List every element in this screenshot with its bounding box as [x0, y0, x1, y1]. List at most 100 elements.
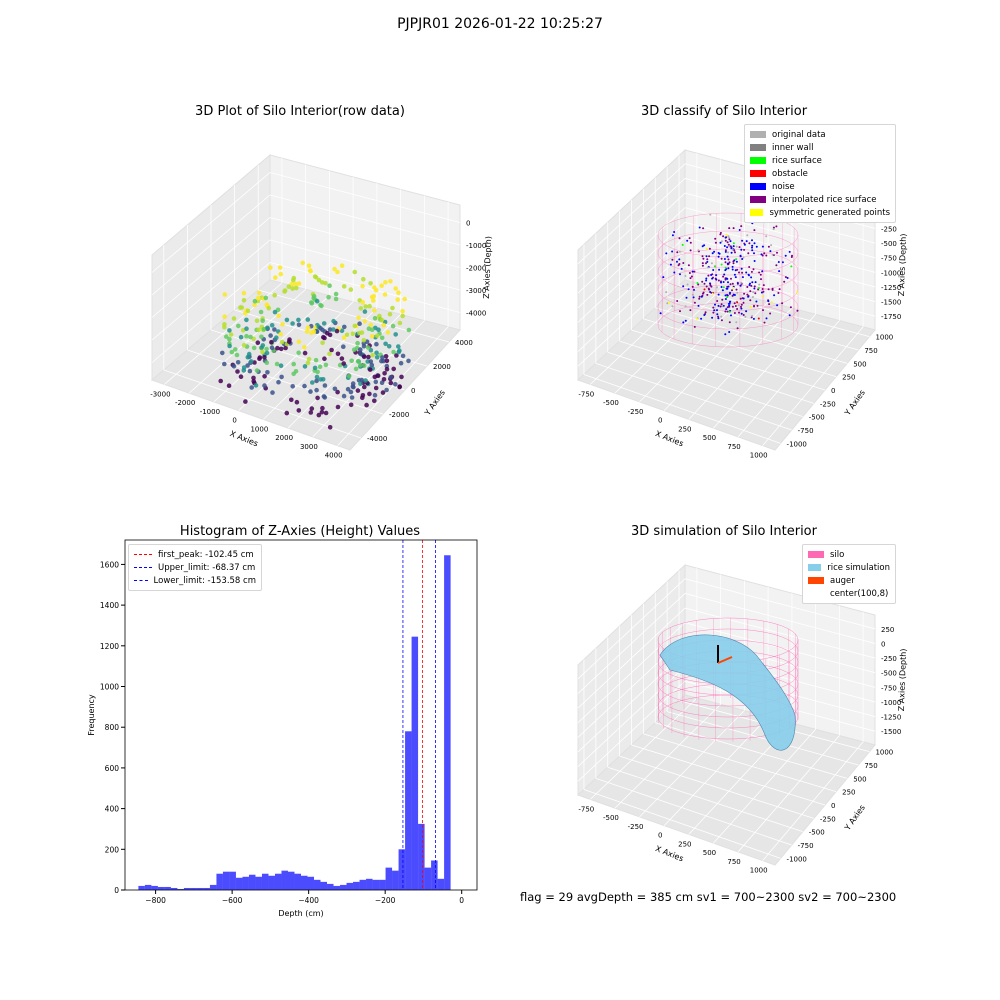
p2-point: [733, 259, 736, 262]
p1-point: [284, 317, 290, 323]
p2-point: [723, 245, 726, 247]
histogram-bar: [359, 879, 367, 890]
p2-point: [671, 258, 674, 261]
p2-point: [742, 314, 745, 316]
p1-point: [268, 333, 273, 338]
p2-point: [743, 243, 746, 246]
y-tick-label: 1400: [100, 601, 119, 610]
p1-point: [348, 402, 354, 408]
p2-point: [751, 281, 754, 284]
p2-point: [700, 317, 703, 320]
p2-point: [680, 267, 683, 270]
p1-point: [296, 339, 302, 344]
p2-point: [739, 255, 742, 258]
p2-xtick: 1000: [750, 452, 768, 460]
p4-ztick: -250: [881, 655, 897, 663]
p1-point: [248, 334, 253, 340]
legend-swatch: [750, 209, 764, 216]
p2-point: [686, 239, 689, 242]
p2-point: [713, 265, 716, 268]
p2-point: [706, 293, 709, 296]
p2-point: [747, 252, 750, 255]
histogram-bar: [372, 879, 380, 890]
p2-point: [688, 272, 691, 274]
p2-point: [725, 287, 728, 290]
p1-point: [323, 362, 329, 368]
p1-grid-z: [269, 217, 461, 268]
p1-point: [327, 425, 333, 430]
p2-point: [735, 258, 738, 261]
p1-point: [293, 281, 298, 287]
p2-point: [743, 248, 746, 251]
p4-grid-z: [684, 578, 876, 630]
legend-label: symmetric generated points: [769, 207, 890, 218]
p2-point: [720, 319, 723, 322]
p1-point: [279, 339, 285, 345]
p2-point: [701, 262, 704, 265]
p2-ytick: -250: [820, 400, 836, 408]
p1-point: [400, 313, 406, 319]
p1-point: [296, 350, 301, 356]
p2-point: [728, 227, 731, 230]
p1-point: [373, 385, 379, 391]
p2-point: [678, 258, 681, 261]
p1-point: [290, 321, 295, 326]
y-tick-label: 600: [105, 764, 120, 773]
p2-point: [735, 288, 738, 291]
p1-point: [280, 322, 285, 327]
p2-point: [734, 305, 737, 307]
legend-label: noise: [772, 181, 795, 192]
y-tick-label: 200: [105, 845, 120, 854]
p2-point: [726, 262, 729, 265]
p2-point: [692, 296, 695, 299]
p2-point: [717, 304, 720, 307]
p2-point: [716, 313, 719, 316]
p1-point: [296, 281, 302, 286]
p1-point: [388, 380, 394, 386]
p1-ytick: 4000: [455, 339, 473, 347]
p2-ytick: 250: [842, 374, 855, 382]
p1-point: [270, 390, 275, 395]
p1-point: [314, 374, 320, 380]
p2-point: [691, 285, 694, 288]
p4-grid-z-left: [577, 666, 686, 767]
p1-point: [353, 366, 359, 372]
p2-point: [731, 294, 734, 297]
p2-point: [741, 276, 744, 279]
p2-point: [678, 237, 681, 240]
p2-point: [711, 252, 714, 255]
p1-point: [372, 308, 377, 313]
p2-point: [736, 308, 739, 310]
p2-point: [727, 243, 730, 246]
p2-point: [684, 319, 687, 322]
p2-point: [742, 301, 745, 304]
p2-point: [751, 296, 754, 298]
p1-ztick: -2000: [466, 265, 486, 273]
p1-point: [259, 334, 264, 340]
p2-point: [749, 299, 752, 302]
p2-point: [720, 257, 723, 260]
p2-grid-z-left: [577, 192, 686, 294]
p2-point: [773, 294, 776, 297]
p2-point: [733, 273, 736, 276]
histogram-bar: [294, 873, 301, 890]
p2-point: [746, 286, 749, 288]
p2-point: [761, 270, 764, 273]
p2-point: [705, 255, 708, 258]
x-tick-label: −600: [222, 896, 243, 905]
p2-point: [726, 296, 729, 299]
p1-point: [391, 366, 397, 372]
p4-zlabel: Z Axies (Depth): [897, 648, 908, 711]
p2-grid-z-left: [577, 251, 686, 352]
p2-point: [684, 305, 687, 308]
p2-point: [757, 317, 760, 320]
p2-point: [796, 309, 799, 312]
p2-ztick: -1250: [881, 284, 901, 292]
p4-grid-y: [607, 766, 803, 833]
p2-point: [677, 264, 680, 267]
p1-point: [265, 325, 270, 331]
p2-point: [760, 278, 762, 281]
legend-label: rice surface: [772, 155, 822, 166]
p2-point: [783, 280, 786, 283]
p2-point: [697, 283, 700, 286]
